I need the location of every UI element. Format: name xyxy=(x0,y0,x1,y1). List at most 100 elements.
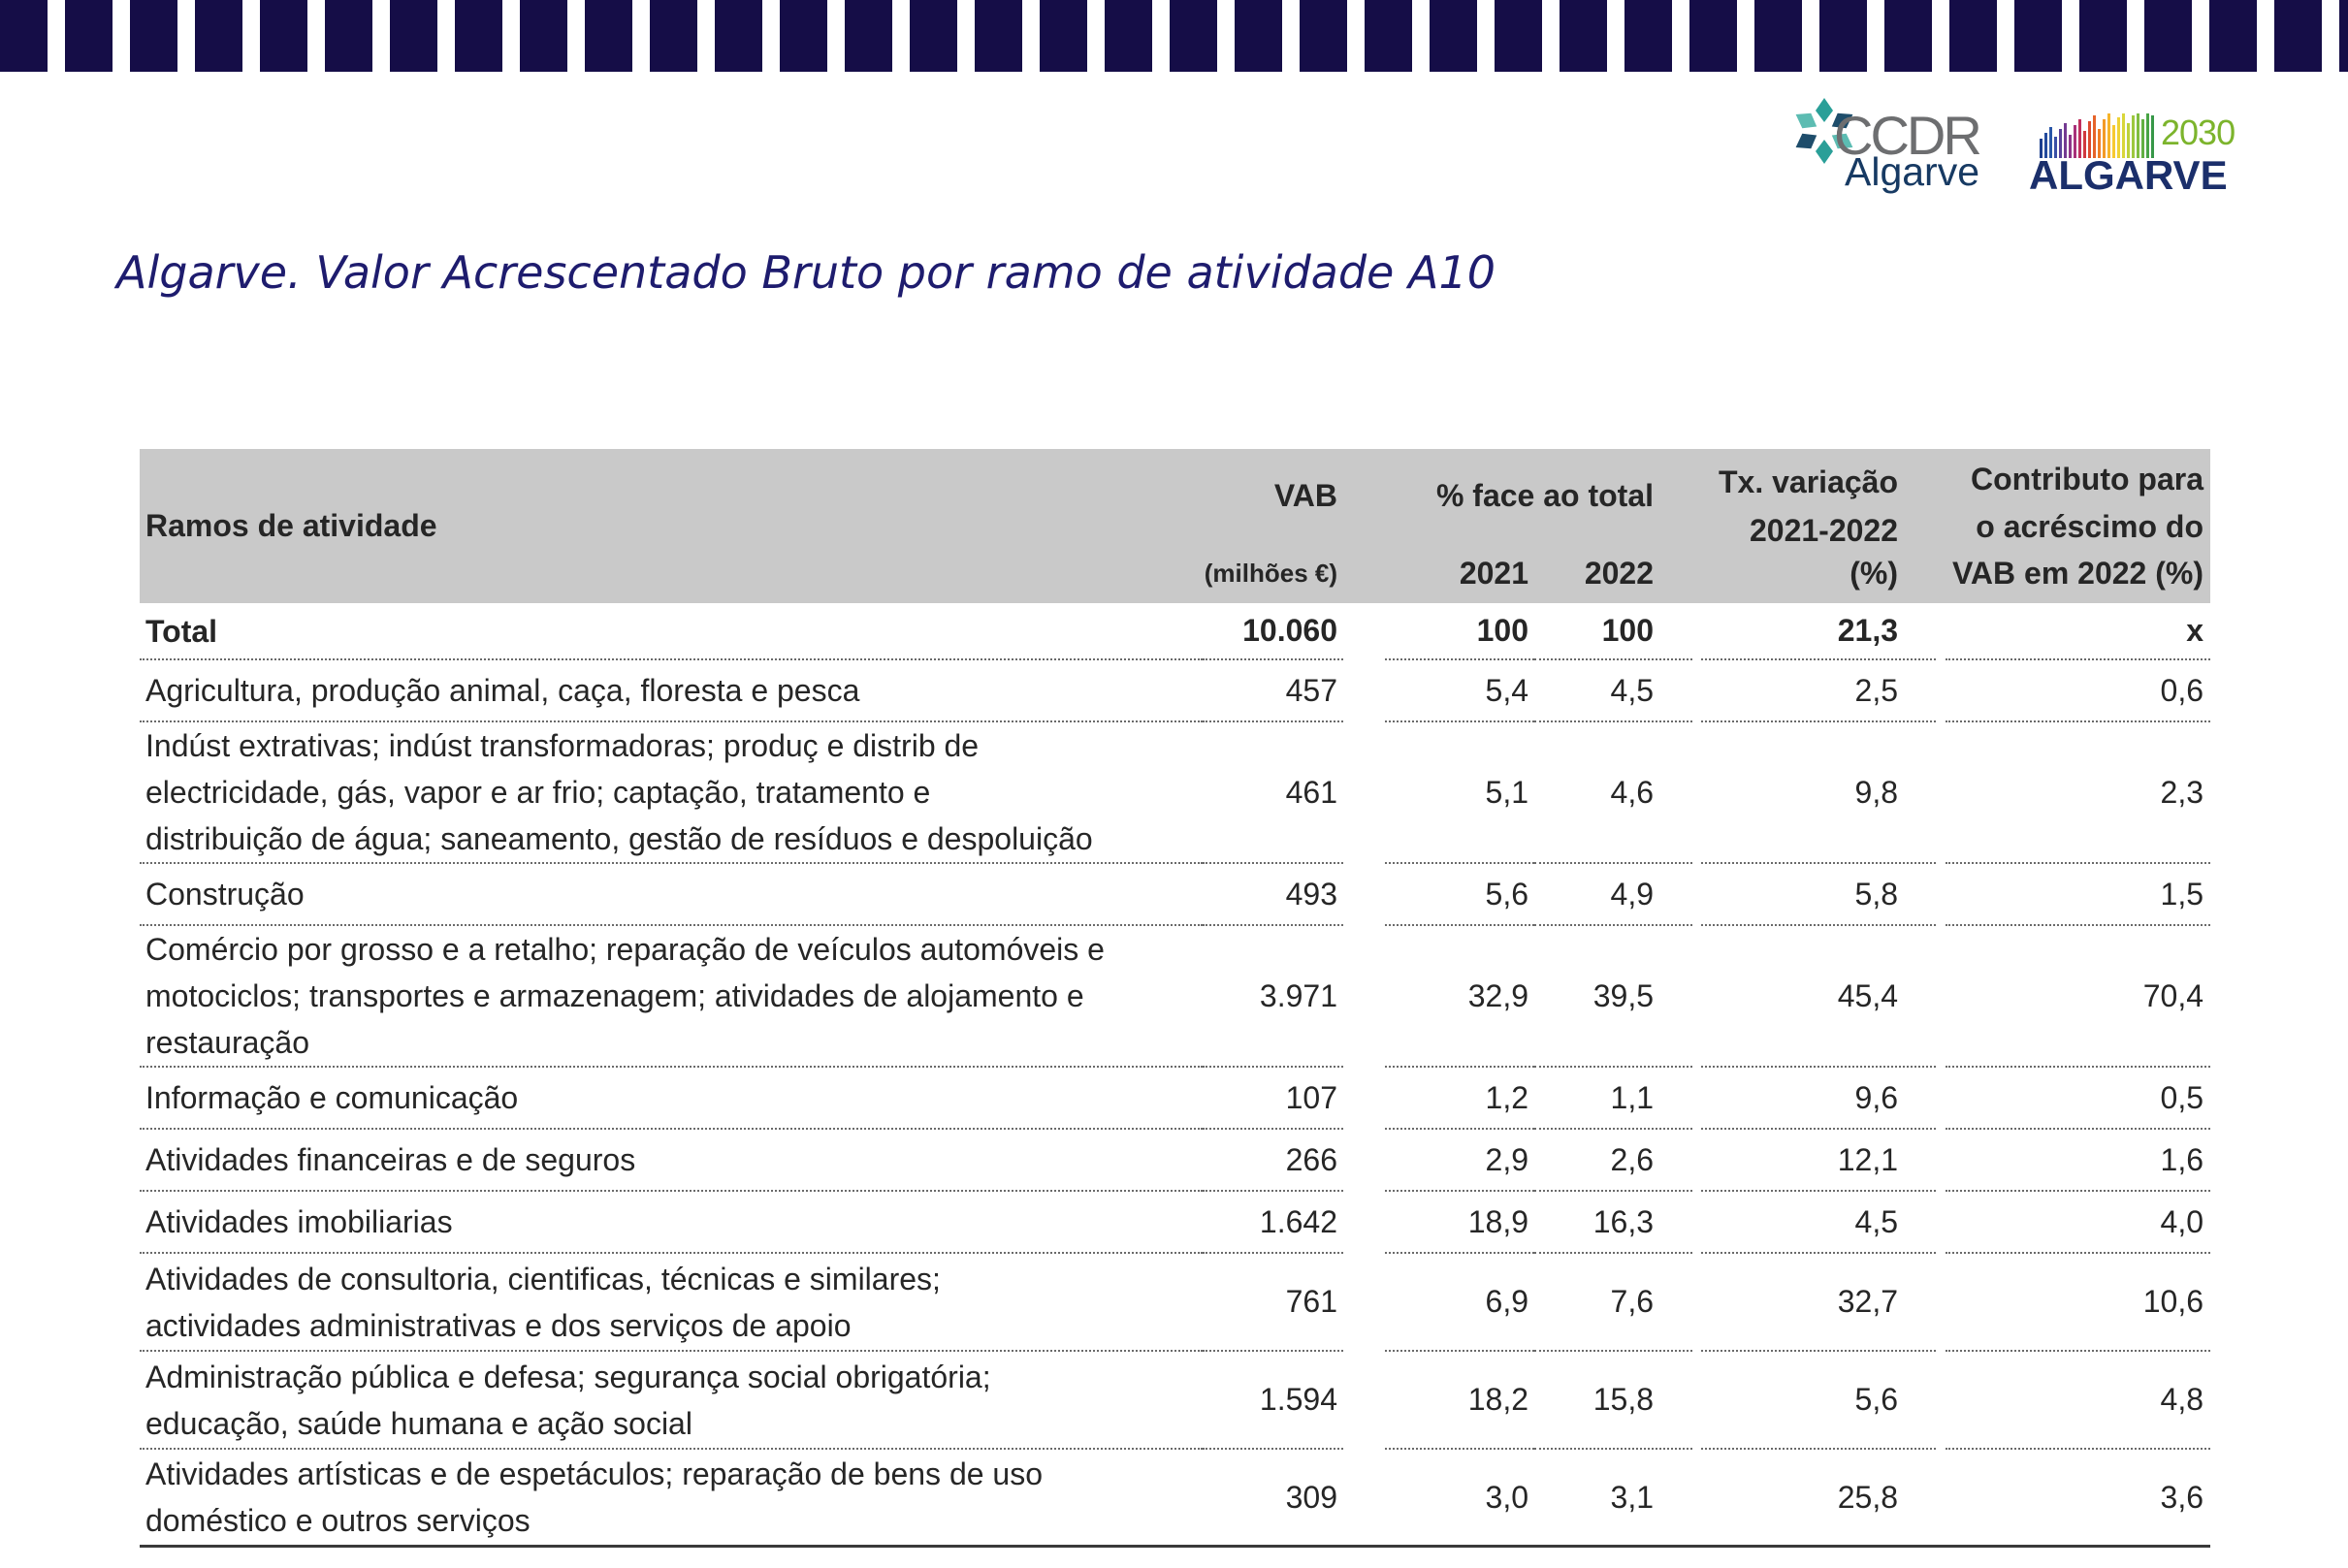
column-gap xyxy=(1343,1192,1385,1254)
column-gap xyxy=(1343,1130,1385,1192)
activity-label-line: doméstico e outros serviços xyxy=(145,1503,531,1538)
change-value: 4,5 xyxy=(1701,1192,1936,1254)
table-row: Indúst extrativas; indúst transformadora… xyxy=(140,722,2210,864)
table-row: Atividades de consultoria, cientificas, … xyxy=(140,1254,2210,1352)
column-gap xyxy=(1692,1254,1701,1352)
activity-label: Atividades artísticas e de espetáculos; … xyxy=(140,1450,1203,1548)
table-row: Administração pública e defesa; seguranç… xyxy=(140,1352,2210,1450)
share-2021-value: 32,9 xyxy=(1385,926,1534,1068)
activity-label: Administração pública e defesa; seguranç… xyxy=(140,1352,1203,1450)
header-change-line1: Tx. variação xyxy=(1719,464,1898,499)
header-contrib-line1: Contributo para xyxy=(1971,462,2203,496)
column-gap xyxy=(1692,1130,1701,1192)
header-contrib-line3: VAB em 2022 (%) xyxy=(1951,556,2203,591)
activity-label: Comércio por grosso e a retalho; reparaç… xyxy=(140,926,1203,1068)
share-2021-value: 18,9 xyxy=(1385,1192,1534,1254)
change-value: 9,8 xyxy=(1701,722,1936,864)
activity-label-line: Atividades artísticas e de espetáculos; … xyxy=(145,1456,1044,1491)
ccdr-flower-icon xyxy=(1795,98,1853,164)
change-value: 32,7 xyxy=(1701,1254,1936,1352)
share-2022-value: 15,8 xyxy=(1534,1352,1692,1450)
header-contrib-line2: o acréscimo do xyxy=(1976,509,2203,544)
activity-label: Informação e comunicação xyxy=(140,1068,1203,1130)
column-gap xyxy=(1343,1352,1385,1450)
vab-value: 10.060 xyxy=(1203,603,1343,660)
table-row: Comércio por grosso e a retalho; reparaç… xyxy=(140,926,2210,1068)
table-row: Atividades artísticas e de espetáculos; … xyxy=(140,1450,2210,1548)
contribution-value: 4,8 xyxy=(1946,1352,2210,1450)
table-row: Construção 493 5,6 4,9 5,8 1,5 xyxy=(140,864,2210,926)
activity-label-line: Total xyxy=(145,613,218,649)
column-gap xyxy=(1692,1352,1701,1450)
activity-label: Atividades imobiliarias xyxy=(140,1192,1203,1254)
change-value: 12,1 xyxy=(1701,1130,1936,1192)
column-gap xyxy=(1936,926,1946,1068)
table-row: Atividades imobiliarias 1.642 18,9 16,3 … xyxy=(140,1192,2210,1254)
vab-value: 1.642 xyxy=(1203,1192,1343,1254)
contribution-value: 3,6 xyxy=(1946,1450,2210,1548)
share-2021-value: 1,2 xyxy=(1385,1068,1534,1130)
change-value: 5,6 xyxy=(1701,1352,1936,1450)
column-gap xyxy=(1692,1450,1701,1548)
column-gap xyxy=(1692,603,1701,660)
share-2022-value: 4,5 xyxy=(1534,660,1692,722)
header-change-line3: (%) xyxy=(1849,556,1898,591)
change-value: 9,6 xyxy=(1701,1068,1936,1130)
share-2022-value: 16,3 xyxy=(1534,1192,1692,1254)
column-gap xyxy=(1692,722,1701,864)
header-change-line2: 2021-2022 xyxy=(1749,513,1898,548)
table-row: Informação e comunicação 107 1,2 1,1 9,6… xyxy=(140,1068,2210,1130)
column-gap xyxy=(1692,660,1701,722)
activity-label-line: distribuição de água; saneamento, gestão… xyxy=(145,821,1093,856)
contribution-value: 1,6 xyxy=(1946,1130,2210,1192)
column-gap xyxy=(1936,1068,1946,1130)
header-year-2022: 2022 xyxy=(1584,556,1654,591)
share-2022-value: 2,6 xyxy=(1534,1130,1692,1192)
vab-value: 493 xyxy=(1203,864,1343,926)
column-gap xyxy=(1692,926,1701,1068)
table-row: Atividades financeiras e de seguros 266 … xyxy=(140,1130,2210,1192)
column-gap xyxy=(1936,1352,1946,1450)
activity-label-line: Comércio por grosso e a retalho; reparaç… xyxy=(145,932,1105,967)
change-value: 21,3 xyxy=(1701,603,1936,660)
activity-label-line: Atividades financeiras e de seguros xyxy=(145,1142,636,1177)
activity-label-line: Atividades de consultoria, cientificas, … xyxy=(145,1261,941,1296)
column-gap xyxy=(1692,1068,1701,1130)
change-value: 5,8 xyxy=(1701,864,1936,926)
column-gap xyxy=(1936,660,1946,722)
activity-label: Total xyxy=(140,603,1203,660)
column-gap xyxy=(1936,603,1946,660)
table-row-total: Total 10.060 100 100 21,3 x xyxy=(140,603,2210,660)
vab-value: 1.594 xyxy=(1203,1352,1343,1450)
column-gap xyxy=(1343,1450,1385,1548)
activity-label-line: Construção xyxy=(145,877,305,912)
share-2021-value: 3,0 xyxy=(1385,1450,1534,1548)
activity-label-line: actividades administrativas e dos serviç… xyxy=(145,1307,852,1343)
share-2021-value: 100 xyxy=(1385,603,1534,660)
share-2022-value: 1,1 xyxy=(1534,1068,1692,1130)
column-gap xyxy=(1936,1130,1946,1192)
contribution-value: 10,6 xyxy=(1946,1254,2210,1352)
share-2021-value: 6,9 xyxy=(1385,1254,1534,1352)
column-gap xyxy=(1692,864,1701,926)
activity-label-line: motociclos; transportes e armazenagem; a… xyxy=(145,978,1084,1013)
vab-value: 266 xyxy=(1203,1130,1343,1192)
ccdr-logo-subtext: Algarve xyxy=(1845,149,1980,194)
activity-label-line: Informação e comunicação xyxy=(145,1080,519,1115)
vab-value: 761 xyxy=(1203,1254,1343,1352)
column-gap xyxy=(1936,1192,1946,1254)
share-2022-value: 39,5 xyxy=(1534,926,1692,1068)
activity-label-line: Indúst extrativas; indúst transformadora… xyxy=(145,728,980,763)
share-2022-value: 100 xyxy=(1534,603,1692,660)
algarve-2030-year: 2030 xyxy=(2161,112,2235,152)
contribution-value: 4,0 xyxy=(1946,1192,2210,1254)
activity-label-line: Atividades imobiliarias xyxy=(145,1204,453,1239)
slide-title: Algarve. Valor Acrescentado Bruto por ra… xyxy=(116,246,1496,299)
activity-label-line: educação, saúde humana e ação social xyxy=(145,1405,692,1441)
ccdr-logo-text: CCDR xyxy=(1834,105,1982,166)
algarve-2030-name: ALGARVE xyxy=(2029,152,2228,198)
share-2022-value: 4,6 xyxy=(1534,722,1692,864)
share-2022-value: 4,9 xyxy=(1534,864,1692,926)
vab-value: 461 xyxy=(1203,722,1343,864)
activity-label: Atividades de consultoria, cientificas, … xyxy=(140,1254,1203,1352)
